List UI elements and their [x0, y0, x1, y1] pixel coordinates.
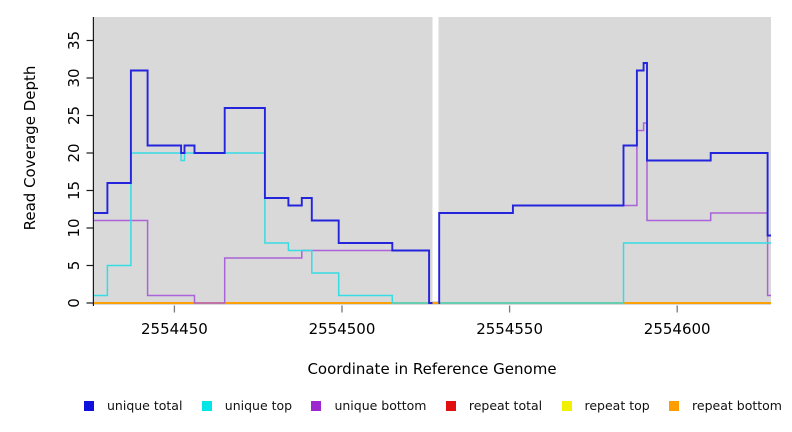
y-tick-label: 0 — [65, 298, 83, 308]
legend-label: repeat total — [468, 398, 543, 413]
legend-label: unique bottom — [334, 398, 427, 413]
x-tick-label: 2554450 — [141, 320, 208, 338]
legend-item-repeat-bottom: repeat bottom — [669, 398, 782, 414]
legend-item-unique-total: unique total — [84, 398, 182, 414]
legend-label: repeat top — [584, 398, 650, 413]
x-tick-label: 2554500 — [309, 320, 376, 338]
legend-swatch-icon — [669, 401, 680, 411]
legend-label: unique total — [107, 398, 183, 413]
legend-item-repeat-total: repeat total — [445, 398, 543, 414]
x-axis-title: Coordinate in Reference Genome — [307, 360, 557, 378]
legend-item-repeat-top: repeat top — [561, 398, 650, 414]
y-tick-label: 15 — [65, 181, 83, 200]
series-unique-total-line — [94, 62, 771, 304]
legend-swatch-icon — [311, 401, 322, 411]
y-tick-label: 30 — [65, 68, 83, 87]
y-tick-label: 5 — [65, 261, 83, 271]
coverage-gap-band — [432, 17, 439, 301]
legend-swatch-icon — [84, 401, 94, 411]
legend: unique total unique top unique bottom repea… — [84, 398, 782, 414]
legend-item-unique-top: unique top — [201, 398, 293, 414]
x-tick-label: 2554550 — [476, 320, 543, 338]
y-tick-label: 35 — [65, 31, 83, 50]
legend-label: repeat bottom — [692, 398, 782, 413]
y-axis-title: Read Coverage Depth — [21, 65, 39, 231]
x-tick-label: 2554600 — [644, 320, 711, 338]
legend-label: unique top — [224, 398, 293, 413]
y-tick-label: 10 — [65, 218, 83, 237]
y-tick-label: 20 — [65, 143, 83, 162]
legend-swatch-icon — [201, 401, 212, 411]
y-tick-label: 25 — [65, 106, 83, 125]
legend-swatch-icon — [561, 401, 572, 411]
legend-swatch-icon — [445, 401, 456, 411]
legend-item-unique-bottom: unique bottom — [311, 398, 427, 414]
